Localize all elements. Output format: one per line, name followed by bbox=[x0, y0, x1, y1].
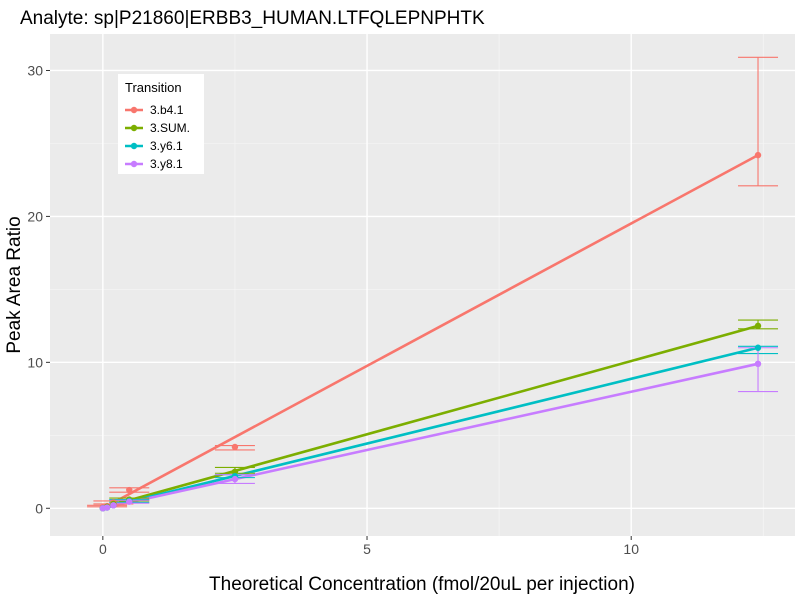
data-point-3-y8-1 bbox=[126, 498, 133, 505]
fit-line-3-b4-1 bbox=[102, 153, 759, 510]
legend-label-3-sum: 3.SUM. bbox=[150, 121, 190, 135]
fit-line-3-y8-1 bbox=[102, 362, 759, 510]
chart-title: Analyte: sp|P21860|ERBB3_HUMAN.LTFQLEPNP… bbox=[20, 8, 485, 29]
axis-ticks: 0 5 10 0 10 20 30 bbox=[27, 62, 639, 557]
legend-label-3-y6-1: 3.y6.1 bbox=[150, 139, 183, 153]
data-point-3-b4-1 bbox=[231, 443, 239, 451]
legend-key-point-3-b4-1 bbox=[130, 106, 138, 114]
legend-label-3-b4-1: 3.b4.1 bbox=[150, 103, 184, 117]
y-tick-label: 10 bbox=[27, 354, 43, 370]
data-point-3-y8-1 bbox=[110, 502, 117, 509]
y-axis-title: Peak Area Ratio bbox=[4, 216, 25, 353]
x-tick-label: 10 bbox=[623, 541, 639, 557]
data-point-3-sum bbox=[754, 322, 762, 330]
y-tick-label: 30 bbox=[27, 62, 43, 78]
x-tick-label: 0 bbox=[99, 541, 107, 557]
x-tick-label: 5 bbox=[363, 541, 371, 557]
grid-lines bbox=[50, 34, 795, 536]
data-point-3-y8-1 bbox=[231, 475, 239, 483]
data-points bbox=[99, 151, 762, 512]
legend-title: Transition bbox=[125, 80, 182, 95]
fit-line-3-y6-1 bbox=[102, 346, 759, 510]
fit-line-3-sum bbox=[102, 324, 759, 509]
x-axis-title: Theoretical Concentration (fmol/20uL per… bbox=[209, 574, 635, 595]
legend-label-3-y8-1: 3.y8.1 bbox=[150, 157, 183, 171]
data-point-3-y6-1 bbox=[754, 344, 762, 351]
legend-items: 3.b4.1 3.SUM. 3.y6.1 3.y8.1 bbox=[125, 103, 190, 171]
data-point-3-b4-1 bbox=[126, 486, 133, 494]
fit-lines bbox=[102, 153, 759, 510]
data-point-3-b4-1 bbox=[754, 151, 762, 159]
legend: Transition 3.b4.1 3.SUM. 3.y6.1 3.y8.1 bbox=[118, 74, 204, 174]
y-tick-label: 0 bbox=[35, 500, 43, 516]
y-tick-label: 20 bbox=[27, 208, 43, 224]
legend-key-point-3-sum bbox=[130, 124, 138, 132]
legend-key-point-3-y8-1 bbox=[130, 160, 138, 168]
legend-box bbox=[118, 74, 204, 174]
data-point-3-y8-1 bbox=[754, 360, 762, 368]
data-point-3-y8-1 bbox=[103, 504, 111, 511]
legend-key-point-3-y6-1 bbox=[130, 142, 138, 150]
data-point-3-sum bbox=[231, 468, 239, 475]
